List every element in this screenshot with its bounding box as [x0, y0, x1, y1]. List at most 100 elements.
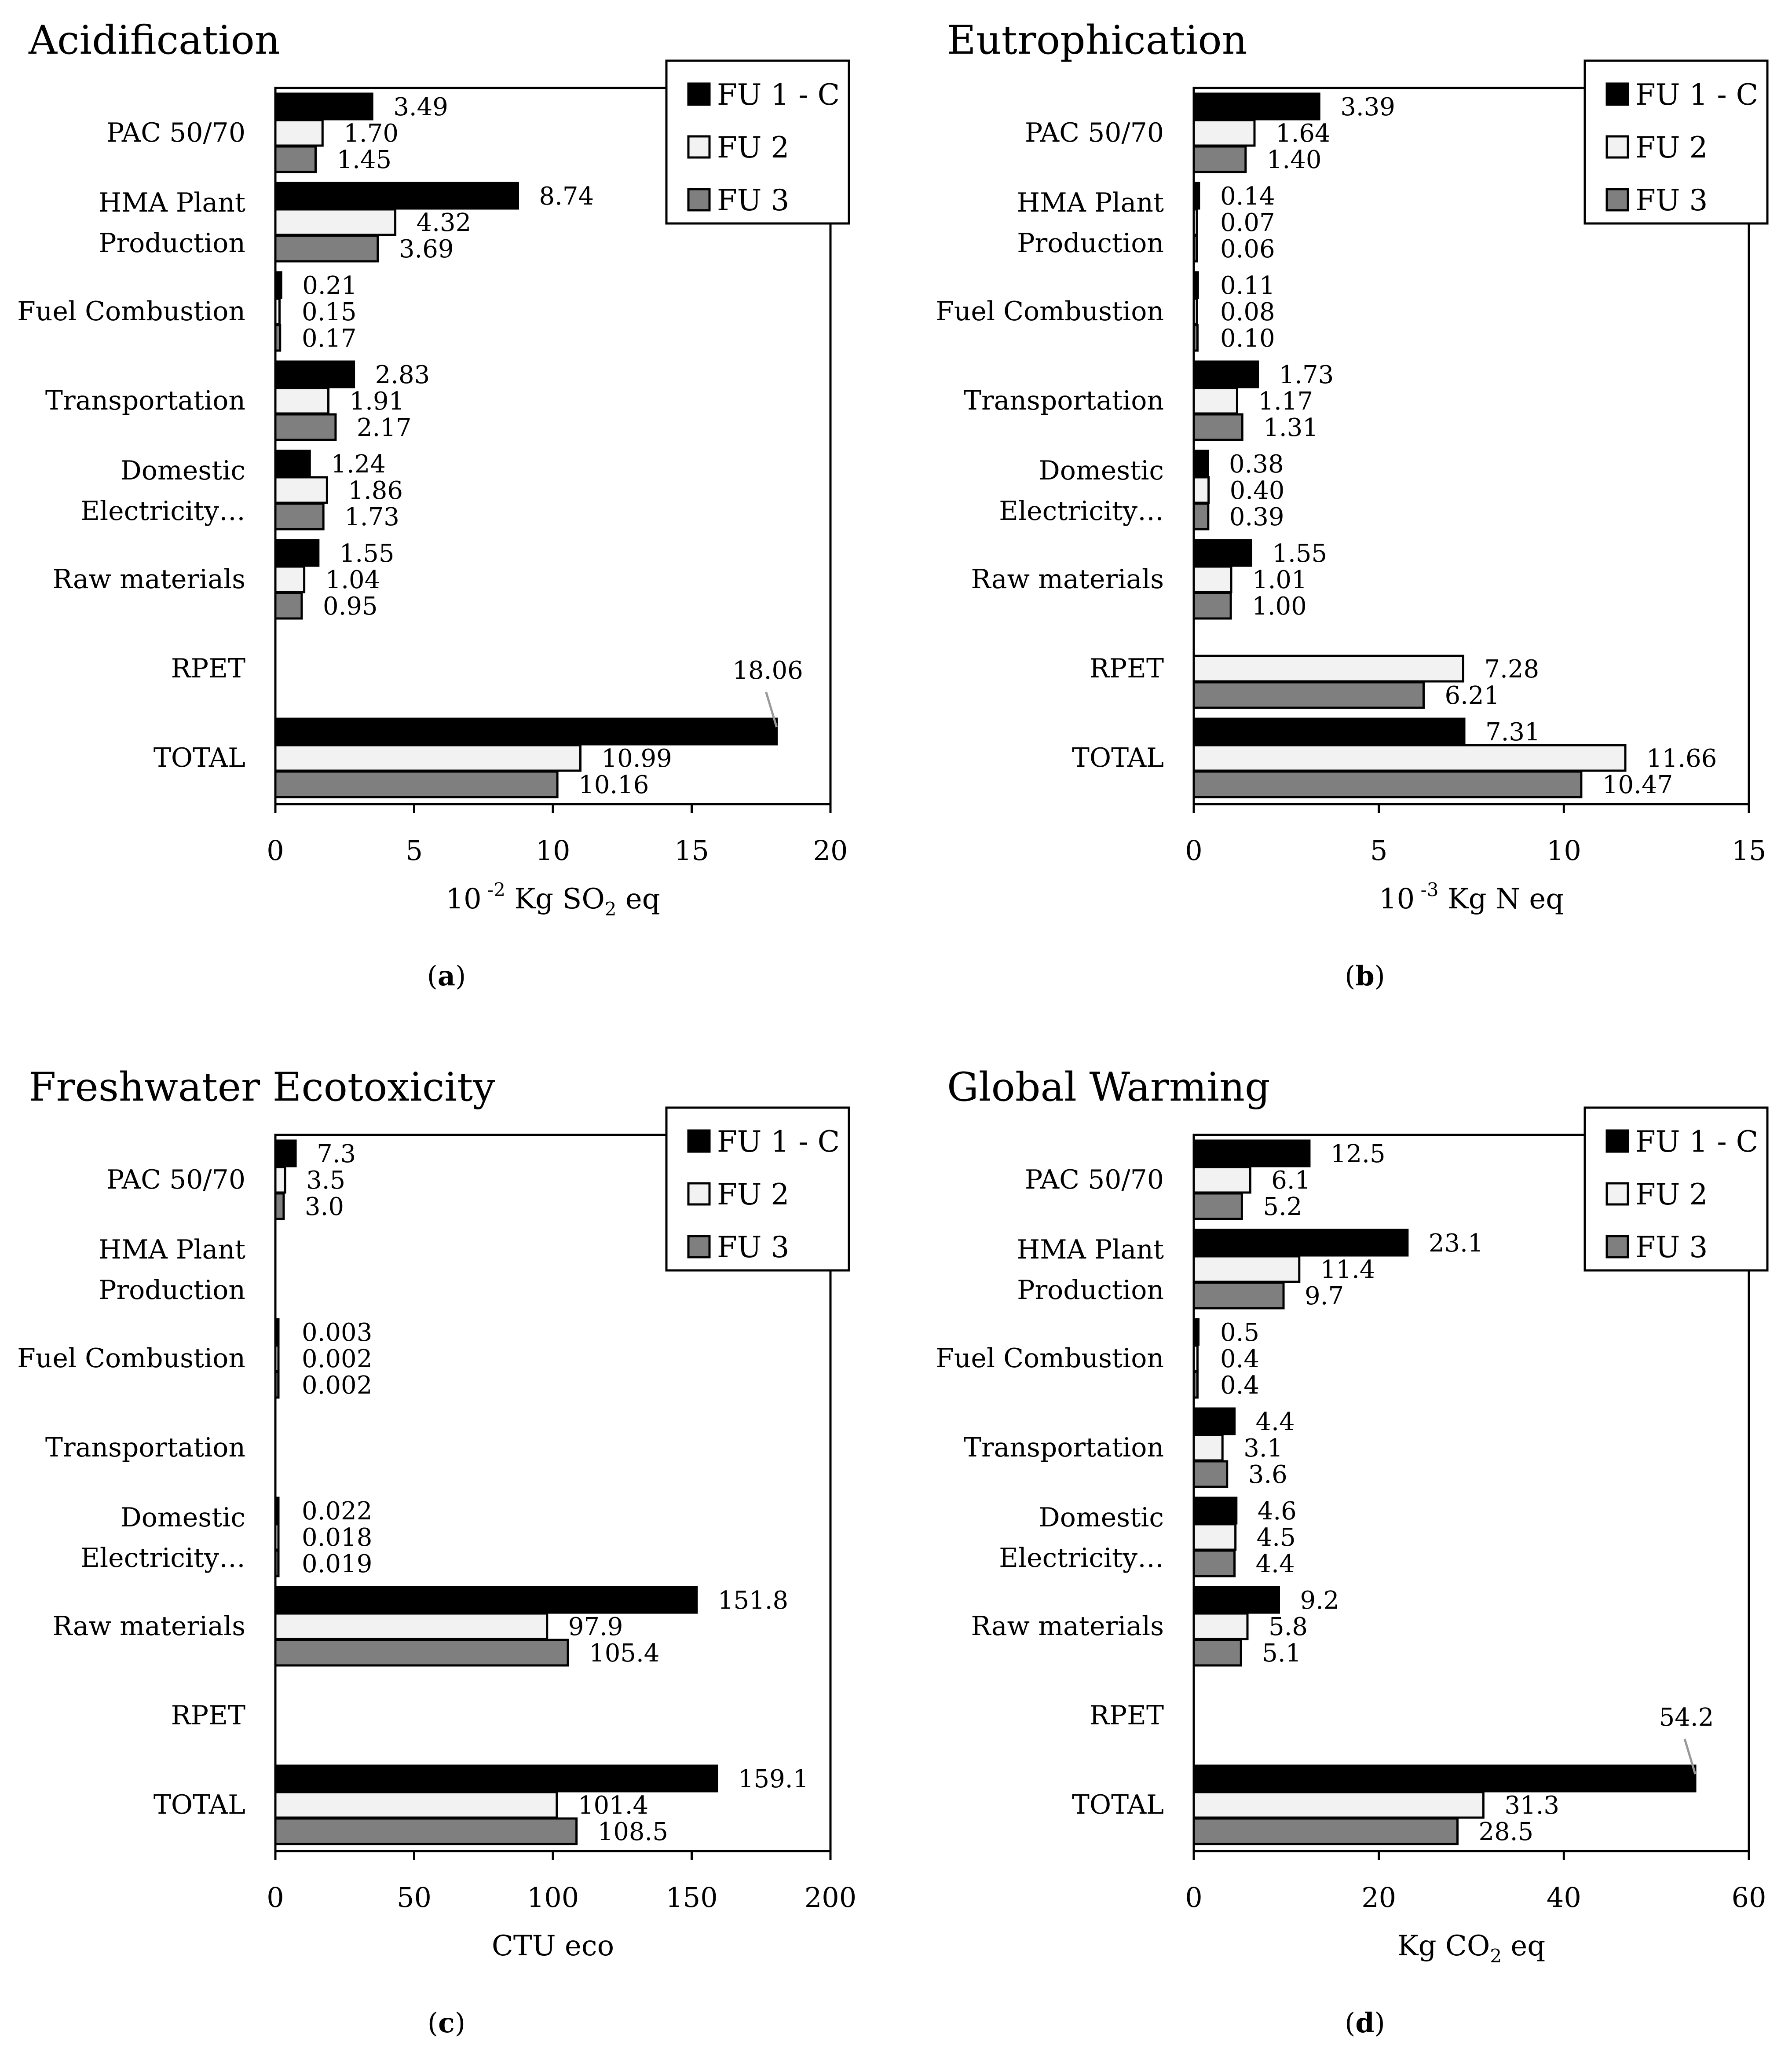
data-label: 12.5: [1331, 1140, 1386, 1168]
data-label: 10.16: [578, 771, 649, 799]
legend-label: FU 3: [717, 1230, 789, 1264]
bar: [1192, 1318, 1200, 1346]
data-label: 6.1: [1271, 1166, 1310, 1195]
category-label: Domestic Electricity…: [999, 1502, 1164, 1573]
x-tick-label: 0: [1185, 834, 1202, 867]
category-label: HMA Plant Production: [1017, 187, 1164, 259]
data-label: 9.2: [1300, 1586, 1339, 1615]
bar: [274, 1639, 569, 1667]
bar: [1192, 387, 1238, 415]
category-label: TOTAL: [154, 1789, 245, 1820]
data-label: 105.4: [589, 1639, 659, 1668]
bar: [1192, 744, 1627, 772]
bar: [274, 717, 778, 746]
x-tick-label: 15: [1732, 834, 1766, 867]
bar: [274, 1318, 280, 1346]
x-tick-label: 20: [1361, 1881, 1396, 1914]
category-label: HMA Plant Production: [1017, 1234, 1164, 1306]
chart-panel: Global Warming PAC 50/70 12.5 6.15.2 HMA Pla…: [936, 1064, 1769, 2039]
data-label: 0.002: [302, 1345, 372, 1373]
data-label: 10.47: [1602, 771, 1673, 799]
category-label: Transportation: [45, 385, 245, 416]
category-label: Raw materials: [52, 1611, 245, 1642]
data-label: 4.6: [1258, 1497, 1297, 1526]
x-tick-label: 60: [1732, 1881, 1766, 1914]
data-label: 3.6: [1248, 1460, 1287, 1489]
x-axis-label: CTU eco: [492, 1930, 614, 1962]
data-label: 31.3: [1504, 1791, 1559, 1820]
data-label: 4.4: [1256, 1408, 1295, 1436]
bar: [274, 450, 311, 478]
data-label: 3.69: [399, 235, 454, 263]
bar: [1192, 476, 1210, 504]
x-tick-label: 10: [536, 834, 571, 867]
bar: [1192, 182, 1200, 210]
data-label: 0.95: [323, 592, 378, 621]
bar: [1192, 119, 1256, 147]
x-tick-label: 150: [666, 1881, 717, 1914]
bar: [1192, 655, 1464, 683]
bar: [274, 476, 328, 504]
bar: [1192, 1434, 1224, 1462]
bar: [274, 1791, 558, 1819]
data-label: 5.8: [1269, 1613, 1308, 1641]
data-label: 2.83: [375, 361, 430, 389]
bar: [1192, 413, 1243, 441]
data-label: 0.38: [1229, 450, 1284, 479]
bar: [274, 360, 355, 388]
subfigure-label: (c): [428, 2007, 465, 2039]
bar: [1192, 717, 1466, 746]
bar: [1192, 770, 1583, 798]
data-label: 0.17: [302, 324, 357, 353]
data-label: 1.00: [1252, 592, 1307, 621]
bar: [274, 1344, 280, 1372]
bar: [274, 1523, 280, 1551]
bar: [1192, 1255, 1301, 1283]
legend-swatch: [1605, 82, 1629, 106]
x-tick-label: 15: [674, 834, 709, 867]
legend-swatch: [1605, 1129, 1629, 1153]
data-label: 3.5: [306, 1166, 345, 1195]
data-label: 4.5: [1257, 1523, 1296, 1552]
data-label: 18.06: [732, 656, 803, 685]
category-label: PAC 50/70: [1025, 117, 1164, 148]
bar: [1192, 324, 1199, 352]
data-label: 1.73: [344, 503, 399, 531]
legend-label: FU 3: [1635, 1230, 1708, 1264]
bar: [274, 565, 306, 593]
bar: [274, 387, 330, 415]
data-label: 0.4: [1220, 1345, 1259, 1373]
category-label: HMA Plant Production: [99, 1234, 245, 1306]
legend-swatch: [687, 1129, 711, 1153]
data-label: 151.8: [718, 1586, 788, 1615]
data-label: 1.73: [1279, 361, 1334, 389]
data-label: 1.40: [1267, 146, 1322, 174]
data-label: 1.01: [1252, 566, 1307, 594]
category-label: Transportation: [964, 385, 1164, 416]
bar: [1192, 1407, 1236, 1435]
category-label: Transportation: [964, 1432, 1164, 1463]
bar: [1192, 1281, 1285, 1310]
bar: [274, 502, 325, 531]
x-tick-label: 10: [1547, 834, 1581, 867]
bar: [274, 1764, 718, 1793]
category-label: Domestic Electricity…: [80, 455, 245, 527]
x-tick-label: 0: [1185, 1881, 1202, 1914]
bar: [274, 145, 317, 173]
bar: [1192, 1549, 1236, 1577]
legend-label: FU 1 - C: [717, 78, 840, 112]
data-label: 0.002: [302, 1371, 372, 1400]
category-label: TOTAL: [1072, 743, 1164, 773]
data-label: 9.7: [1305, 1282, 1344, 1310]
bar: [1192, 208, 1198, 236]
data-label: 0.06: [1220, 235, 1275, 263]
x-tick-label: 20: [813, 834, 848, 867]
data-label: 2.17: [357, 413, 412, 442]
data-label: 97.9: [568, 1613, 623, 1641]
legend: FU 1 - C FU 2 FU 3: [665, 1106, 850, 1272]
bar: [274, 592, 303, 620]
bar: [1192, 1371, 1199, 1399]
data-label: 4.4: [1256, 1550, 1295, 1578]
legend-swatch: [687, 188, 711, 212]
subfigure-label: (b): [1345, 960, 1385, 992]
